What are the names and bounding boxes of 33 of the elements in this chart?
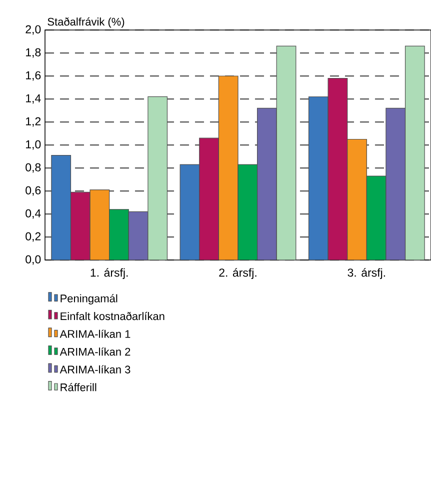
y-tick-label: 1,8: [26, 48, 41, 58]
bar: [308, 96, 328, 260]
x-tick-label: 1. ársfj.: [90, 268, 128, 279]
bar: [128, 211, 148, 260]
bar: [404, 46, 425, 260]
x-tick-label: 2. ársfj.: [219, 268, 256, 279]
legend-label: Peningamál: [60, 294, 118, 304]
y-tick-label: 0,6: [26, 186, 41, 196]
legend-label: Ráfferill: [60, 383, 96, 392]
legend-label: Einfalt kostnaðarlíkan: [60, 312, 164, 320]
legend-label: ARIMA-líkan 1: [60, 330, 130, 338]
bar: [51, 155, 72, 260]
y-tick-label: 0,4: [26, 209, 41, 219]
y-axis-title: Staðalfrávik (%): [48, 17, 124, 28]
y-tick-label: 0,0: [26, 255, 41, 265]
bar: [180, 164, 200, 260]
legend-label: ARIMA-líkan 2: [60, 347, 130, 356]
y-tick-label: 0,8: [26, 163, 41, 173]
bar: [386, 108, 406, 260]
bar: [199, 138, 220, 260]
y-tick-label: 2,0: [26, 25, 41, 35]
y-tick-label: 1,6: [26, 71, 41, 81]
bar: [70, 192, 90, 260]
y-tick-label: 1,0: [26, 140, 41, 150]
legend-label: ARIMA-líkan 3: [60, 365, 130, 374]
bar: [328, 78, 348, 260]
bar: [276, 46, 296, 260]
y-tick-label: 1,2: [26, 117, 41, 127]
y-tick-label: 0,2: [26, 232, 41, 242]
x-tick-label: 3. ársfj.: [348, 268, 386, 279]
y-tick-label: 1,4: [26, 94, 41, 104]
bar: [257, 108, 277, 260]
bar: [148, 96, 168, 260]
